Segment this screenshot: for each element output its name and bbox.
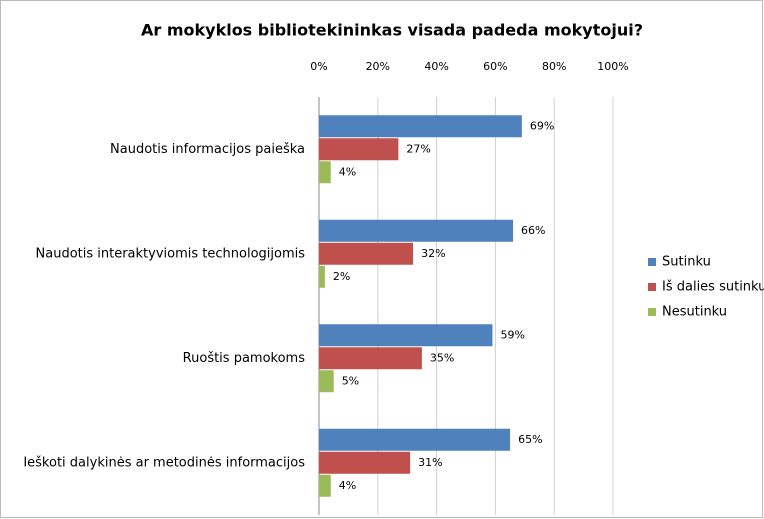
- value-label: 35%: [430, 351, 454, 364]
- bar: [319, 347, 422, 370]
- value-label: 32%: [421, 247, 445, 260]
- x-tick-label: 80%: [542, 60, 566, 73]
- bar: [319, 370, 334, 393]
- bar: [319, 265, 325, 288]
- value-label: 4%: [339, 165, 356, 178]
- y-tick-label: Naudotis informacijos paieška: [110, 142, 305, 157]
- bar: [319, 451, 411, 474]
- y-tick-label: Ruoštis pamokoms: [183, 351, 306, 366]
- value-label: 27%: [406, 142, 430, 155]
- x-tick-label: 0%: [310, 60, 327, 73]
- legend-label: Sutinku: [662, 255, 711, 270]
- bar: [319, 428, 511, 451]
- value-label: 4%: [339, 479, 356, 492]
- y-tick-label: Ieškoti dalykinės ar metodinės informaci…: [23, 455, 305, 470]
- legend-swatch: [648, 283, 656, 291]
- bar: [319, 115, 522, 138]
- y-tick-label: Naudotis interaktyviomis technologijomis: [36, 246, 306, 261]
- bar: [319, 324, 493, 347]
- legend-swatch: [648, 258, 656, 266]
- value-label: 2%: [333, 270, 350, 283]
- bar: [319, 242, 414, 265]
- x-tick-label: 60%: [483, 60, 507, 73]
- value-label: 31%: [418, 456, 442, 469]
- chart-title: Ar mokyklos bibliotekininkas visada pade…: [141, 21, 643, 40]
- x-tick-label: 100%: [597, 60, 628, 73]
- value-label: 66%: [521, 224, 545, 237]
- value-label: 69%: [530, 119, 554, 132]
- bar: [319, 161, 331, 184]
- bar: [319, 138, 399, 161]
- value-label: 5%: [342, 374, 359, 387]
- x-tick-label: 20%: [366, 60, 390, 73]
- value-label: 59%: [500, 328, 524, 341]
- legend-label: Nesutinku: [662, 305, 727, 320]
- bar: [319, 219, 514, 242]
- legend-label: Iš dalies sutinku: [662, 280, 764, 295]
- value-label: 65%: [518, 433, 542, 446]
- legend-swatch: [648, 308, 656, 316]
- bar: [319, 474, 331, 497]
- x-tick-label: 40%: [424, 60, 448, 73]
